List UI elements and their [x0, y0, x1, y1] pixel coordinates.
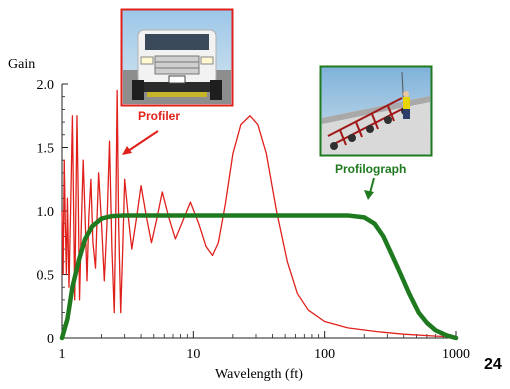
profiler-arrowhead	[122, 146, 132, 155]
profiler-annotation: Profiler	[138, 109, 180, 123]
profilograph-arrow	[369, 177, 375, 194]
y-tick-label: 0	[47, 332, 54, 347]
profilograph-rig-photo	[321, 67, 431, 155]
y-tick-label: 0.5	[37, 269, 55, 284]
x-tick-label: 10	[186, 347, 200, 362]
y-tick-label: 2.0	[37, 78, 55, 93]
series-profilograph-line	[59, 213, 459, 341]
y-tick-label: 1.0	[37, 205, 55, 220]
y-tick-label: 1.5	[37, 142, 55, 157]
x-tick-label: 1000	[442, 347, 470, 362]
profiler-truck-photo	[122, 10, 232, 105]
x-tick-label: 100	[314, 347, 335, 362]
x-tick-label: 1	[59, 347, 66, 362]
x-axis-label: Wavelength (ft)	[215, 367, 303, 382]
profiler-arrow	[127, 130, 159, 152]
series-profiler-line	[61, 89, 457, 338]
profilograph-arrowhead	[364, 190, 374, 200]
axis-ticks: 1 10 100 1000 0 0.5 1.0 1.5 2.0	[37, 78, 471, 362]
slide-number: 24	[484, 356, 502, 373]
profiler-photo-frame	[120, 8, 234, 107]
profilograph-annotation: Profilograph	[335, 162, 406, 176]
profilograph-photo-frame	[319, 65, 433, 157]
y-axis-label: Gain	[8, 57, 35, 72]
